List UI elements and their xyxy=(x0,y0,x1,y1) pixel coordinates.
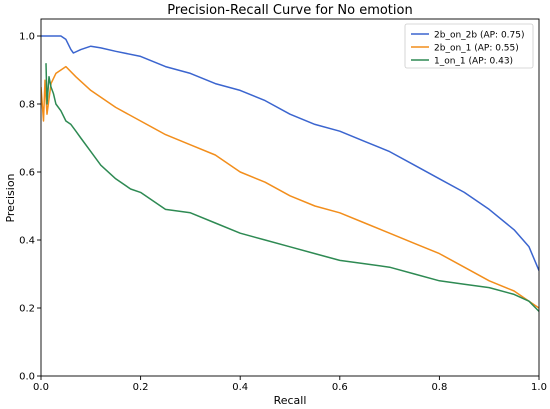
y-axis-label: Precision xyxy=(4,173,17,222)
y-tick-label-0: 0.0 xyxy=(19,372,35,383)
series-lines xyxy=(41,35,539,312)
y-tick-label-4: 0.8 xyxy=(19,100,35,111)
y-tick-label-3: 0.6 xyxy=(19,168,35,179)
axes-frame xyxy=(40,18,540,377)
y-tick-label-5: 1.0 xyxy=(19,32,35,43)
legend-label-1: 2b_on_2b (AP: 0.75) xyxy=(434,31,525,41)
legend-box xyxy=(404,23,534,69)
x-axis-label: Recall xyxy=(274,394,307,407)
plot-area: 0.0 0.2 0.4 0.6 0.8 1.0 0.0 0.2 0.4 0.6 0.8 1.0 xyxy=(19,18,547,393)
legend: 2b_on_2b (AP: 0.75) 2b_on_1 (AP: 0.55) 1_o… xyxy=(404,23,534,69)
legend-label-2: 2b_on_1 (AP: 0.55) xyxy=(434,44,519,54)
y-tick-label-1: 0.2 xyxy=(19,304,35,315)
y-tick-label-2: 0.4 xyxy=(19,236,35,247)
x-tick-label-4: 0.8 xyxy=(431,382,447,393)
chart-title: Precision-Recall Curve for No emotion xyxy=(167,3,412,18)
series-line-1 xyxy=(41,35,539,271)
series-line-2 xyxy=(41,65,539,309)
x-tick-label-0: 0.0 xyxy=(33,382,49,393)
legend-label-3: 1_on_1 (AP: 0.43) xyxy=(434,57,513,67)
x-tick-label-1: 0.2 xyxy=(133,382,149,393)
series-line-3 xyxy=(45,63,539,312)
x-tick-label-3: 0.6 xyxy=(332,382,348,393)
x-tick-label-2: 0.4 xyxy=(232,382,248,393)
x-tick-label-5: 1.0 xyxy=(531,382,547,393)
